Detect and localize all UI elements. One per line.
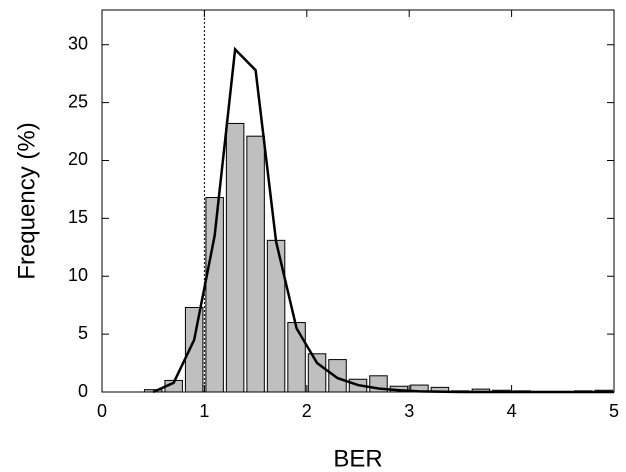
bar xyxy=(225,122,245,393)
y-tick-label: 20 xyxy=(68,149,88,169)
x-tick-label: 2 xyxy=(302,401,312,421)
x-tick-label: 5 xyxy=(609,401,619,421)
x-tick-label: 3 xyxy=(404,401,414,421)
bar xyxy=(246,135,265,393)
bar xyxy=(184,306,204,393)
bar xyxy=(328,359,347,393)
y-tick-label: 10 xyxy=(68,265,88,285)
x-tick-label: 0 xyxy=(97,401,107,421)
y-tick-label: 15 xyxy=(68,207,88,227)
bar xyxy=(307,353,327,393)
y-tick-label: 30 xyxy=(68,33,88,53)
x-tick-label: 1 xyxy=(199,401,209,421)
y-tick-label: 0 xyxy=(78,381,88,401)
x-tick-label: 4 xyxy=(507,401,517,421)
y-tick-label: 5 xyxy=(78,323,88,343)
x-axis-label: BER xyxy=(333,445,382,472)
y-tick-label: 25 xyxy=(68,91,88,111)
bar xyxy=(287,322,306,393)
y-axis-label: Frequency (%) xyxy=(13,122,40,279)
plot-frame xyxy=(101,9,615,393)
